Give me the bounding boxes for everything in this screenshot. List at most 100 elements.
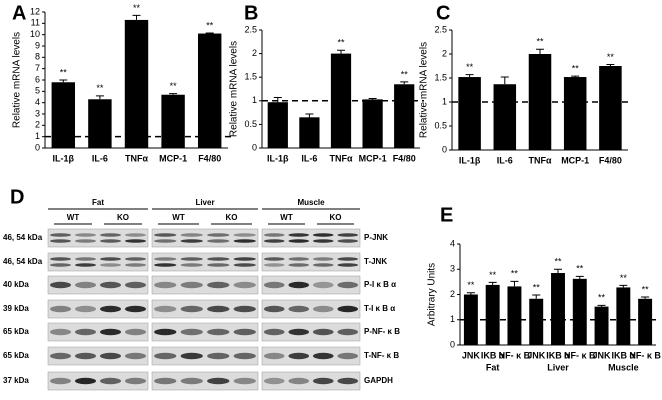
error-bar bbox=[510, 280, 519, 287]
significance: ** bbox=[620, 273, 628, 283]
blot-band bbox=[337, 281, 359, 289]
blot-band bbox=[154, 233, 177, 237]
blot-band bbox=[75, 352, 96, 360]
blot-band bbox=[263, 377, 285, 385]
x-tick-label: JNK bbox=[462, 350, 481, 360]
blot-band bbox=[233, 328, 256, 336]
blot-band bbox=[154, 281, 177, 289]
blot-strip bbox=[151, 252, 259, 272]
bar bbox=[161, 94, 185, 148]
y-tick-label: 2 bbox=[35, 120, 40, 130]
y-axis-label: Relative mRNA levels bbox=[12, 32, 23, 128]
blot-band bbox=[75, 233, 96, 237]
kda-label: 37 kDa bbox=[3, 376, 29, 385]
bar bbox=[638, 298, 653, 345]
significance: ** bbox=[206, 20, 214, 30]
blot-band bbox=[50, 377, 71, 385]
blot-band bbox=[50, 257, 71, 261]
blot-band bbox=[180, 239, 203, 243]
bar bbox=[572, 278, 587, 345]
x-tick-label: IL-6 bbox=[301, 153, 317, 163]
blot-strip bbox=[151, 371, 259, 391]
blot-band bbox=[75, 281, 96, 289]
x-tick-label: TNFα bbox=[329, 153, 352, 163]
blot-band bbox=[312, 257, 334, 261]
blot-band bbox=[75, 328, 96, 336]
bar bbox=[493, 84, 517, 150]
blot-band bbox=[288, 263, 310, 267]
x-tick-label: TNFα bbox=[125, 153, 148, 163]
significance: ** bbox=[466, 62, 474, 72]
y-tick-label: 9 bbox=[35, 40, 40, 50]
blot-band bbox=[100, 239, 121, 243]
blot-band bbox=[337, 233, 359, 237]
genotype: KO bbox=[226, 213, 238, 222]
blot-band bbox=[233, 263, 256, 267]
x-tick-label: IKB α bbox=[481, 350, 505, 360]
error-bar bbox=[59, 79, 68, 83]
panel-letter: E bbox=[440, 204, 453, 226]
y-tick-label: 2 bbox=[442, 48, 447, 58]
group-header: Liver bbox=[195, 198, 214, 207]
bar bbox=[594, 306, 609, 345]
blot-band bbox=[154, 352, 177, 360]
y-tick-label: 2 bbox=[450, 289, 455, 299]
blot-strip bbox=[151, 346, 259, 366]
blot-band bbox=[75, 377, 96, 385]
blot-band bbox=[288, 352, 310, 360]
blot-strip bbox=[47, 252, 149, 272]
bar bbox=[330, 53, 352, 148]
blot-strip bbox=[47, 346, 149, 366]
blot-band bbox=[263, 305, 285, 313]
error-bar bbox=[641, 296, 650, 299]
blot-band bbox=[125, 233, 146, 237]
y-tick-label: 3 bbox=[450, 264, 455, 274]
blot-strip bbox=[47, 371, 149, 391]
kda-label: 40 kDa bbox=[3, 280, 29, 289]
x-tick-label: IKB α bbox=[546, 350, 570, 360]
error-bar bbox=[95, 95, 104, 100]
blot-band bbox=[154, 305, 177, 313]
blot-band bbox=[125, 328, 146, 336]
x-tick-label: IL-1β bbox=[459, 155, 481, 165]
blot-band bbox=[75, 263, 96, 267]
blot-band bbox=[154, 239, 177, 243]
blot-band bbox=[100, 233, 121, 237]
blot-strip bbox=[261, 228, 361, 248]
blot-band bbox=[180, 257, 203, 261]
significance: ** bbox=[96, 83, 104, 93]
error-bar bbox=[500, 76, 509, 85]
blot-band bbox=[288, 239, 310, 243]
bar bbox=[563, 77, 587, 150]
blot-band bbox=[180, 328, 203, 336]
protein-label: T-NF- κ B bbox=[364, 351, 399, 360]
blot-band bbox=[288, 328, 310, 336]
blot-band bbox=[263, 263, 285, 267]
kda-label: 46, 54 kDa bbox=[3, 257, 43, 266]
blot-band bbox=[263, 239, 285, 243]
blot-band bbox=[312, 263, 334, 267]
blot-band bbox=[233, 257, 256, 261]
x-tick-label: IL-1β bbox=[267, 153, 289, 163]
significance: ** bbox=[642, 284, 650, 294]
blot-band bbox=[100, 257, 121, 261]
bar bbox=[458, 77, 481, 150]
blot-band bbox=[180, 233, 203, 237]
error-bar bbox=[337, 49, 345, 54]
blot-band bbox=[100, 328, 121, 336]
blot-band bbox=[207, 377, 230, 385]
y-tick-label: 1 bbox=[450, 314, 455, 324]
y-axis-label: Arbitrary Units bbox=[427, 263, 438, 326]
x-tick-label: NF- κ B bbox=[629, 350, 661, 360]
blot-band bbox=[312, 305, 334, 313]
blot-band bbox=[263, 281, 285, 289]
y-tick-label: 7 bbox=[35, 63, 40, 73]
y-tick-label: 2.5 bbox=[434, 24, 447, 34]
blot-band bbox=[180, 281, 203, 289]
error-bar bbox=[571, 75, 580, 78]
blot-band bbox=[233, 305, 256, 313]
bar bbox=[551, 273, 565, 345]
error-bar bbox=[536, 48, 544, 54]
blot-band bbox=[337, 352, 359, 360]
